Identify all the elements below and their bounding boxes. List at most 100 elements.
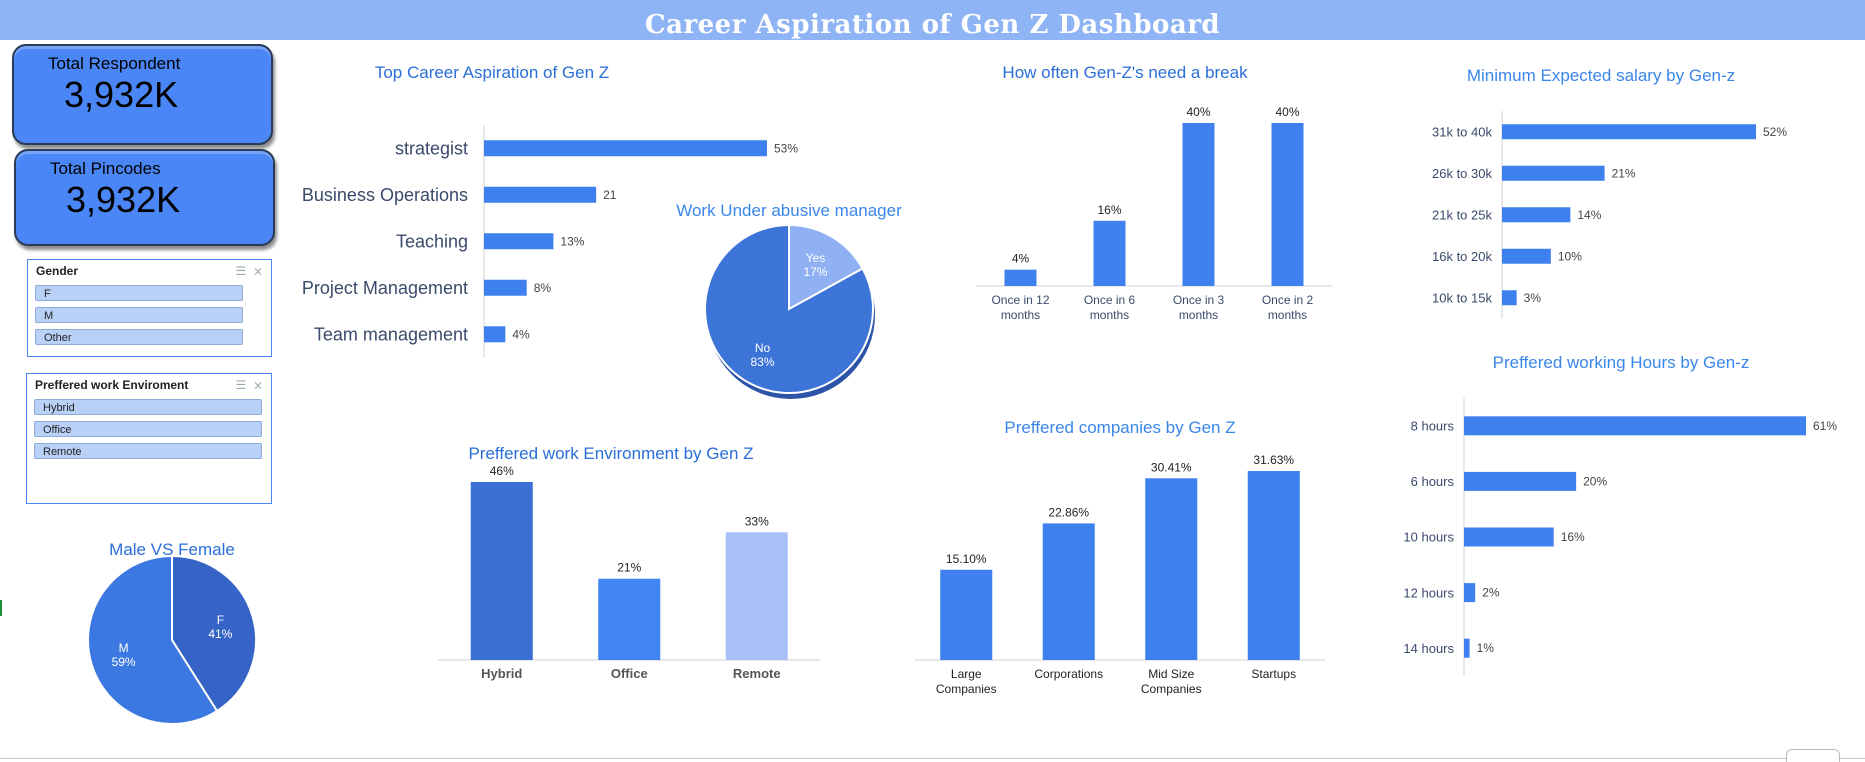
bar bbox=[1464, 527, 1554, 547]
slice-name-label: M bbox=[119, 641, 129, 655]
slicer-work-environment[interactable]: Preffered work Enviroment ☰ ⨯ Hybrid Off… bbox=[26, 373, 272, 504]
category-label: 14 hours bbox=[1403, 641, 1454, 656]
clear-filter-icon[interactable]: ⨯ bbox=[252, 378, 263, 392]
data-label: 40% bbox=[1275, 105, 1299, 119]
data-label: 20% bbox=[1583, 474, 1607, 488]
slice-name-label: Yes bbox=[806, 251, 826, 265]
kpi-label: Total Pincodes bbox=[50, 159, 161, 178]
bar bbox=[484, 140, 767, 157]
category-label: Corporations bbox=[1034, 667, 1103, 681]
data-label: 15.10% bbox=[946, 552, 987, 566]
slicer-item-hybrid[interactable]: Hybrid bbox=[34, 399, 262, 415]
bar bbox=[1464, 471, 1577, 491]
bar bbox=[940, 569, 993, 660]
category-label: Large Companies bbox=[936, 667, 997, 696]
category-label: Business Operations bbox=[302, 185, 468, 205]
sheet-tab[interactable] bbox=[1786, 749, 1840, 762]
bar bbox=[1042, 523, 1095, 660]
bar bbox=[598, 578, 661, 660]
category-label: Remote bbox=[733, 666, 781, 681]
slicer-controls: ☰ ⨯ bbox=[236, 378, 264, 392]
slicer-item-other[interactable]: Other bbox=[35, 329, 243, 345]
slicer-item-f[interactable]: F bbox=[35, 285, 243, 301]
kpi-card-total-respondent: Total Respondent 3,932K bbox=[12, 44, 273, 145]
data-label: 40% bbox=[1186, 105, 1210, 119]
category-label: 26k to 30k bbox=[1432, 166, 1492, 181]
category-label: 10 hours bbox=[1403, 530, 1454, 545]
bar bbox=[1502, 124, 1756, 140]
clear-filter-icon[interactable]: ⨯ bbox=[252, 264, 263, 278]
multi-select-icon[interactable]: ☰ bbox=[235, 264, 247, 278]
category-label: Once in 6 months bbox=[1084, 293, 1136, 322]
category-label: 8 hours bbox=[1411, 418, 1455, 433]
data-label: 30.41% bbox=[1151, 460, 1192, 474]
bar bbox=[1502, 207, 1571, 223]
bar bbox=[1247, 471, 1300, 660]
data-label: 31.63% bbox=[1253, 453, 1294, 467]
sheet-bottom-border bbox=[0, 758, 1865, 759]
bar bbox=[484, 326, 506, 343]
chart-title: Work Under abusive manager bbox=[676, 201, 902, 220]
data-label: 4% bbox=[1012, 252, 1030, 266]
bar bbox=[484, 279, 527, 296]
category-label: 16k to 20k bbox=[1432, 249, 1492, 264]
category-label: strategist bbox=[395, 139, 468, 159]
pie-slice bbox=[704, 223, 874, 394]
chart-title: Preffered work Environment by Gen Z bbox=[468, 444, 753, 463]
kpi-value: 3,932K bbox=[66, 179, 181, 220]
data-label: 4% bbox=[512, 327, 530, 341]
bar bbox=[725, 532, 788, 660]
data-label: 10% bbox=[1558, 249, 1582, 263]
chart-title: Preffered companies by Gen Z bbox=[1004, 418, 1235, 437]
bar bbox=[484, 186, 597, 203]
data-label: 16% bbox=[1561, 530, 1585, 544]
bar bbox=[1502, 165, 1605, 181]
slicer-gender[interactable]: Gender ☰ ⨯ F M Other bbox=[27, 259, 272, 357]
pie-slice bbox=[87, 554, 219, 725]
data-label: 22.86% bbox=[1048, 505, 1089, 519]
bar bbox=[470, 482, 533, 660]
slice-value-label: 17% bbox=[803, 265, 827, 279]
data-label: 3% bbox=[1524, 291, 1542, 305]
slicer-item-m[interactable]: M bbox=[35, 307, 243, 323]
chart-title: Minimum Expected salary by Gen-z bbox=[1467, 66, 1735, 85]
category-label: 6 hours bbox=[1411, 474, 1455, 489]
data-label: 21% bbox=[617, 561, 641, 575]
category-label: Once in 3 months bbox=[1173, 293, 1225, 322]
bar bbox=[1464, 583, 1476, 603]
slice-name-label: No bbox=[755, 341, 771, 355]
data-label: 16% bbox=[1097, 203, 1121, 217]
bar bbox=[1093, 220, 1126, 286]
category-label: Startups bbox=[1251, 667, 1296, 681]
category-label: Once in 12 months bbox=[991, 293, 1049, 322]
slicer-item-office[interactable]: Office bbox=[34, 421, 262, 437]
slice-value-label: 41% bbox=[208, 627, 232, 641]
data-label: 2% bbox=[1482, 586, 1500, 600]
kpi-value: 3,932K bbox=[64, 74, 179, 115]
data-label: 46% bbox=[490, 464, 514, 478]
slice-value-label: 83% bbox=[750, 355, 774, 369]
category-label: Mid Size Companies bbox=[1141, 667, 1202, 696]
bar bbox=[1182, 123, 1215, 286]
category-label: Teaching bbox=[396, 232, 468, 252]
data-label: 13% bbox=[560, 234, 584, 248]
slicer-item-remote[interactable]: Remote bbox=[34, 443, 262, 459]
data-label: 21% bbox=[1612, 166, 1636, 180]
category-label: Team management bbox=[314, 325, 468, 345]
chart-title: Top Career Aspiration of Gen Z bbox=[375, 63, 609, 82]
data-label: 61% bbox=[1813, 419, 1837, 433]
multi-select-icon[interactable]: ☰ bbox=[235, 378, 247, 392]
data-label: 1% bbox=[1477, 641, 1495, 655]
slice-value-label: 59% bbox=[112, 655, 136, 669]
slicer-title: Gender bbox=[36, 264, 79, 278]
slicer-title: Preffered work Enviroment bbox=[35, 378, 189, 392]
category-label: Once in 2 months bbox=[1262, 293, 1314, 322]
data-label: 21 bbox=[603, 188, 617, 202]
category-label: Project Management bbox=[302, 278, 468, 298]
category-label: 12 hours bbox=[1403, 585, 1454, 600]
data-label: 52% bbox=[1763, 125, 1787, 139]
bar bbox=[1271, 123, 1304, 286]
bar bbox=[1502, 290, 1517, 306]
category-label: Hybrid bbox=[481, 666, 522, 681]
